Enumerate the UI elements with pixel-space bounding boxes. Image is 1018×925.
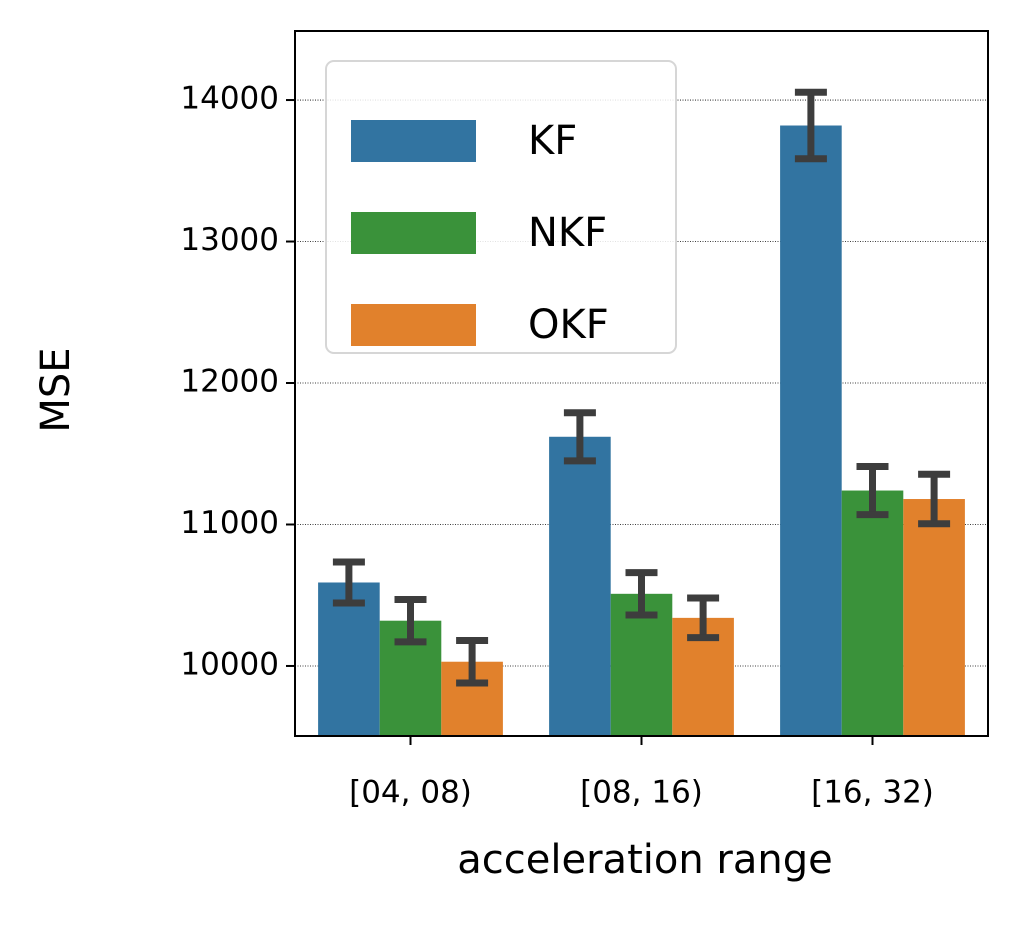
y-tick-label: 14000 (180, 81, 279, 117)
bar (903, 499, 965, 736)
legend-label: OKF (528, 302, 609, 348)
legend-label: KF (528, 118, 577, 164)
bar (549, 436, 611, 736)
error-bar (856, 462, 889, 519)
x-tick-label: [08, 16) (580, 775, 703, 811)
plot-frame (294, 30, 989, 737)
error-bar (394, 595, 427, 646)
y-tick-label: 10000 (180, 646, 279, 682)
x-tick-label: [16, 32) (811, 775, 934, 811)
y-tick-label: 13000 (180, 222, 279, 258)
error-bar (332, 558, 365, 607)
error-bar (456, 637, 489, 687)
x-tick-label: [04, 08) (349, 775, 472, 811)
legend-swatch (351, 212, 476, 254)
error-bar (794, 88, 827, 163)
y-tick-label: 11000 (180, 505, 279, 541)
legend-swatch (351, 304, 476, 346)
y-axis-label: MSE (33, 347, 79, 432)
bar (780, 125, 842, 736)
error-bar (687, 594, 720, 642)
bar (841, 490, 904, 736)
error-bar (563, 409, 596, 465)
x-axis-label: acceleration range (457, 837, 832, 883)
y-tick-label: 12000 (180, 364, 279, 400)
legend-label: NKF (528, 210, 607, 256)
bar (318, 582, 380, 736)
legend-swatch (351, 120, 476, 162)
error-bar (625, 569, 658, 619)
error-bar (918, 470, 951, 528)
